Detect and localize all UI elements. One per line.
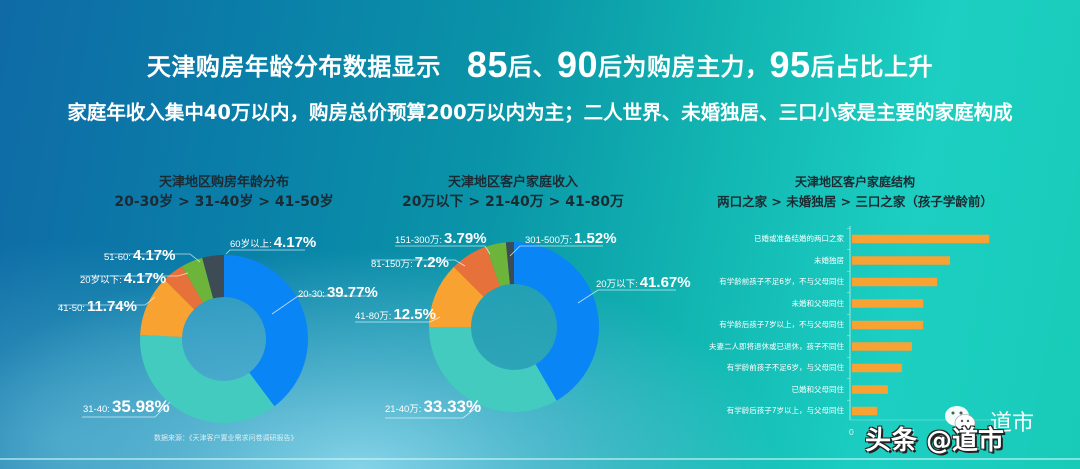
age-donut-slice-4 (181, 257, 214, 303)
bar-2 (852, 277, 938, 287)
headline-95-suffix: 后占比上升 (810, 53, 934, 81)
age-label-20-30: 20-30: 39.77% (298, 284, 378, 301)
age-donut-slice-2 (140, 279, 195, 338)
income-label-151-300: 151-300万: 3.79% (395, 230, 487, 247)
bar-1 (852, 256, 950, 265)
family-chart-title-text: 天津地区客户家庭结构 (794, 175, 915, 189)
income-chart-title-text: 天津地区客户家庭收入 (447, 175, 578, 190)
headline: 天津购房年龄分布数据显示 85后、90后为购房主力，95后占比上升 (0, 44, 1080, 86)
income-donut-hole (471, 284, 557, 370)
bar-label-0: 已婚或准备结婚的两口之家 (754, 234, 844, 243)
leader-line (577, 289, 676, 304)
bar-x-tick: 0 (849, 427, 854, 437)
bar-label-6: 有学龄前孩子不足6岁，与父母同住 (726, 363, 844, 372)
bar-label-1: 未婚独居 (814, 255, 844, 265)
headline-85: 85 (466, 44, 508, 85)
age-donut-hole (182, 297, 266, 381)
income-label-81-150: 81-150万: 7.2% (371, 254, 449, 271)
headline-95: 95 (769, 44, 811, 85)
bar-label-8: 有学龄后孩子7岁以上，与父母同住 (726, 406, 844, 415)
age-chart-title-text: 天津地区购房年龄分布 (158, 175, 289, 190)
income-donut-slice-5 (505, 242, 514, 285)
bar-8 (852, 406, 878, 416)
bar-0 (852, 234, 990, 244)
leader-line (225, 249, 305, 255)
headline-90: 90 (556, 44, 599, 85)
leader-line (509, 245, 603, 257)
income-donut-slice-0 (514, 242, 599, 401)
income-label-under20: 20万以下: 41.67% (596, 274, 691, 291)
bar-x-tick: 5 (877, 427, 882, 437)
family-chart-title: 天津地区客户家庭结构 两口之家 > 未婚独居 > 三口之家（孩子学龄前） (690, 173, 1020, 210)
age-label-31-40: 31-40: 35.98% (83, 397, 170, 416)
age-donut-slice-1 (140, 335, 275, 424)
headline-85-suffix: 后、 (507, 53, 557, 81)
leader-line (355, 316, 441, 323)
leader-line (80, 272, 189, 277)
age-label-51-60: 51-60: 4.17% (104, 247, 176, 264)
income-chart-subtitle: 20万以下 > 21-40万 > 41-80万 (402, 194, 624, 210)
bar-3 (852, 299, 924, 308)
bar-x-tick: 10 (905, 427, 915, 437)
age-donut-slice-3 (164, 266, 203, 310)
age-label-60plus: 60岁以上: 4.17% (230, 234, 317, 251)
age-label-under20: 20岁以下: 4.17% (80, 270, 167, 287)
age-donut-slice-5 (202, 255, 224, 299)
bar-label-4: 有学龄后孩子7岁以上，不与父母同住 (719, 320, 844, 329)
income-donut-slice-1 (429, 327, 557, 412)
income-donut-slice-4 (486, 242, 510, 287)
bar-5 (852, 342, 912, 351)
subheadline: 家庭年收入集中40万以内，购房总价预算200万以内为主；二人世界、未婚独居、三口… (67, 101, 1013, 124)
income-chart-title: 天津地区客户家庭收入 20万以下 > 21-40万 > 41-80万 (363, 171, 663, 211)
bar-4 (852, 320, 924, 330)
watermark: 头条 @道市 (865, 426, 1005, 456)
bar-label-7: 已婚和父母同住 (791, 384, 845, 394)
leader-line (385, 404, 481, 419)
income-donut-slice-3 (453, 246, 500, 297)
age-donut-slice-0 (224, 255, 309, 407)
leader-line (371, 259, 466, 267)
watermark-secondary: 道市 (990, 411, 1035, 436)
bar-label-2: 有学龄前孩子不足6岁，不与父母同住 (719, 277, 844, 286)
leader-line (395, 245, 491, 255)
age-label-41-50: 41-50: 11.74% (58, 298, 137, 315)
bar-label-5: 夫妻二人即将退休或已退休，孩子不同住 (709, 341, 844, 351)
leader-line (104, 253, 201, 263)
income-donut-slice-2 (428, 266, 484, 328)
income-label-301-500: 301-500万: 1.52% (525, 230, 617, 247)
headline-90-suffix: 后为购房主力， (598, 53, 770, 81)
bar-6 (852, 363, 902, 373)
leader-line (58, 296, 156, 306)
income-label-41-80: 41-80万: 12.5% (355, 306, 436, 323)
leader-line (271, 295, 372, 315)
headline-prefix: 天津购房年龄分布数据显示 (146, 53, 441, 81)
age-chart-subtitle: 20-30岁 > 31-40岁 > 41-50岁 (114, 194, 334, 210)
bar-7 (852, 385, 888, 394)
wechat-icon (945, 406, 976, 432)
bar-label-3: 未婚和父母同住 (791, 298, 845, 308)
bottom-divider (0, 458, 1080, 460)
income-label-21-40: 21-40万: 33.33% (385, 397, 482, 416)
leader-line (82, 401, 171, 418)
family-chart-subtitle: 两口之家 > 未婚独居 > 三口之家（孩子学龄前） (717, 194, 993, 209)
age-chart-title: 天津地区购房年龄分布 20-30岁 > 31-40岁 > 41-50岁 (74, 171, 374, 211)
data-source-note: 数据来源：《天津客户置业需求问卷调研报告》 (154, 434, 298, 442)
